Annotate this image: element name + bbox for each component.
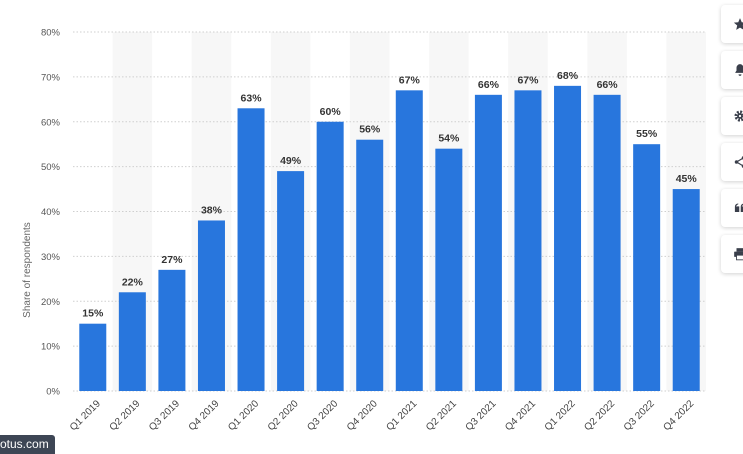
favorite-button[interactable] [721,5,743,43]
bar [395,90,423,392]
x-tick-label: Q3 2022 [622,398,657,433]
bell-icon [735,64,743,76]
x-tick-label: Q4 2019 [187,398,222,433]
watermark: otus.com [0,435,55,454]
y-tick-label: 70% [41,72,61,83]
bar [316,121,344,391]
y-tick-label: 50% [41,162,61,173]
data-label: 66% [597,79,619,91]
bar [356,139,384,391]
x-tick-label: Q3 2020 [305,398,340,433]
star-icon [733,18,743,30]
data-label: 49% [280,155,302,167]
x-tick-label: Q3 2019 [147,398,182,433]
y-tick-label: 60% [41,117,61,128]
data-label: 45% [676,173,698,185]
x-tick-label: Q1 2019 [68,398,103,433]
chart-area: 0% 10% 20% 30% 40% 50% 60% 70% 80% 15% Q1 2019 22% Q… [22,28,706,433]
print-button[interactable] [721,235,743,273]
x-tick-label: Q2 2021 [424,398,459,433]
x-tick-label: Q2 2020 [266,398,301,433]
x-tick-label: Q3 2021 [464,398,499,433]
share-icon [734,156,743,168]
bar [474,94,502,391]
y-tick-label: 30% [41,252,61,263]
bar [633,144,661,391]
data-label: 60% [320,106,342,118]
data-label: 68% [557,70,579,82]
data-label: 54% [438,133,460,145]
x-tick-label: Q1 2021 [384,398,419,433]
x-tick-label: Q2 2019 [108,398,143,433]
y-tick-label: 0% [46,387,60,398]
bar [672,189,700,391]
bar [435,148,463,391]
data-label: 67% [517,74,539,86]
y-tick-label: 20% [41,297,61,308]
data-label: 27% [161,254,183,266]
bar [197,220,225,391]
data-label: 63% [241,92,263,104]
cite-button[interactable] [721,189,743,227]
bar [514,90,542,392]
notification-button[interactable] [721,51,743,89]
data-label: 38% [201,204,223,216]
bar [593,94,621,391]
print-icon [734,248,743,261]
settings-button[interactable] [721,97,743,135]
data-label: 15% [82,308,104,320]
data-label: 55% [636,128,658,140]
x-tick-label: Q4 2021 [503,398,538,433]
data-label: 67% [399,74,421,86]
bar [237,108,265,391]
x-tick-label: Q1 2020 [226,398,261,433]
bar [554,85,582,391]
x-tick-label: Q4 2020 [345,398,380,433]
bar [118,292,146,391]
y-tick-label: 40% [41,207,61,218]
y-tick-label: 80% [41,28,61,39]
bar [79,323,107,391]
bar [277,171,305,391]
x-tick-label: Q1 2022 [543,398,578,433]
share-button[interactable] [721,143,743,181]
quote-icon [734,203,743,212]
bar [158,269,186,391]
data-label: 22% [122,276,144,288]
y-axis-label: Share of respondents [22,222,33,318]
y-tick-label: 10% [41,342,61,353]
bar-chart: 0% 10% 20% 30% 40% 50% 60% 70% 80% 15% Q1 2019 22% Q… [41,28,706,433]
data-label: 66% [478,79,500,91]
gear-icon [734,110,743,122]
data-label: 56% [359,124,381,136]
x-tick-label: Q4 2022 [661,398,696,433]
x-tick-label: Q2 2022 [582,398,617,433]
